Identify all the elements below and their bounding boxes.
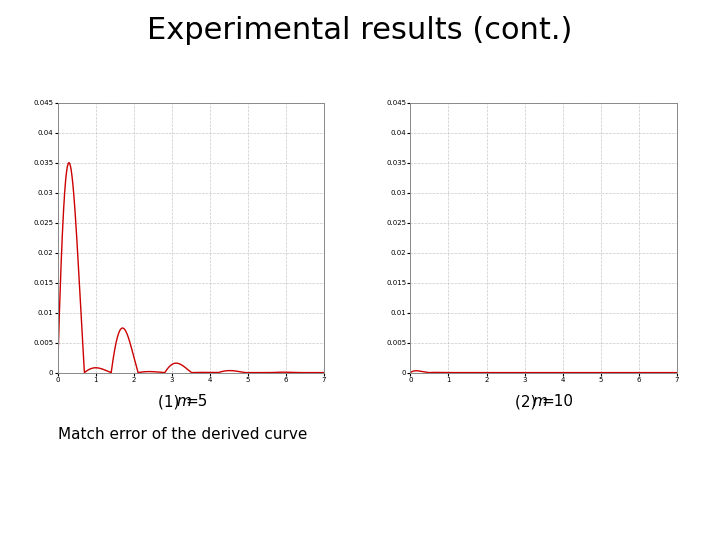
Text: Experimental results (cont.): Experimental results (cont.) [148, 16, 572, 45]
Text: m: m [533, 394, 548, 409]
Text: m: m [176, 394, 192, 409]
Text: =10: =10 [541, 394, 573, 409]
Text: (2): (2) [515, 394, 541, 409]
Text: =5: =5 [185, 394, 207, 409]
Text: Match error of the derived curve: Match error of the derived curve [58, 427, 307, 442]
Text: (1): (1) [158, 394, 184, 409]
